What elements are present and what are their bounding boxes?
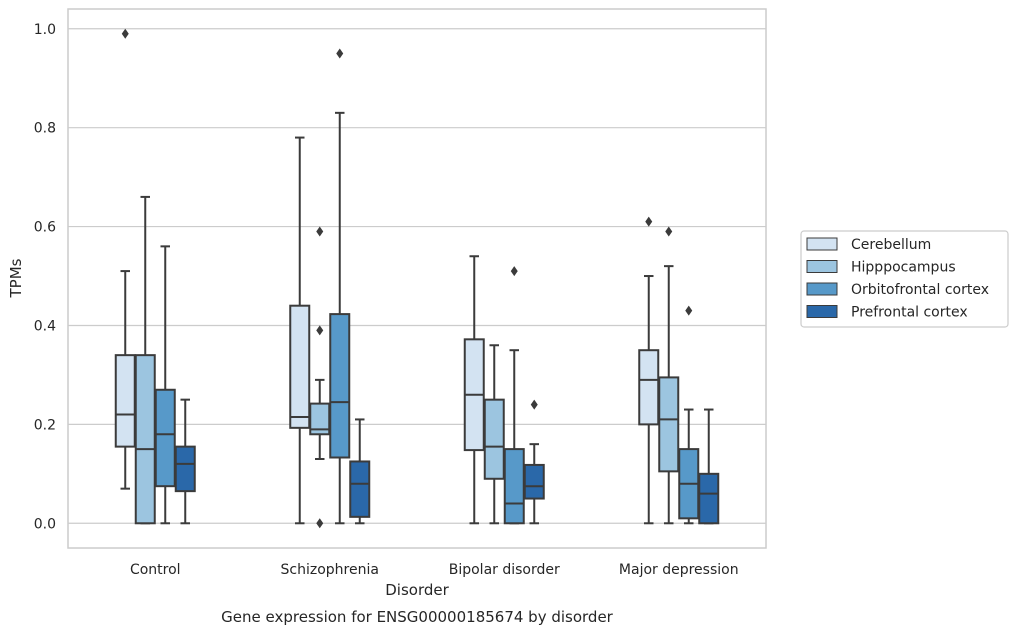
box-body — [174, 445, 196, 493]
outlier-point — [316, 226, 324, 237]
outlier-point — [316, 518, 324, 529]
box — [638, 216, 660, 525]
box — [523, 399, 545, 525]
series-3 — [154, 48, 700, 525]
x-axis-label: Disorder — [385, 581, 449, 599]
series-1 — [114, 28, 660, 525]
box — [114, 28, 136, 490]
legend-label: Orbitofrontal cortex — [851, 282, 989, 298]
outlier-point — [316, 325, 324, 336]
y-tick-label: 0.6 — [34, 220, 56, 236]
legend-item: Prefrontal cortex — [806, 305, 968, 321]
box-body — [523, 463, 545, 500]
box — [329, 48, 351, 525]
legend: Cerebellum Hipppocampus Orbitofrontal cort… — [800, 230, 1009, 328]
legend-label: Cerebellum — [851, 237, 931, 253]
outlier-point — [530, 399, 538, 410]
box — [503, 266, 525, 525]
legend-swatch — [806, 237, 838, 251]
box — [174, 398, 196, 525]
box-body — [658, 376, 680, 473]
figure-caption: Gene expression for ENSG00000185674 by d… — [221, 608, 614, 626]
box — [698, 408, 720, 525]
legend-label: Prefrontal cortex — [851, 305, 968, 321]
outlier-point — [665, 226, 673, 237]
box — [154, 245, 176, 525]
outlier-point — [685, 305, 693, 316]
x-tick-label: Major depression — [619, 562, 739, 578]
box-body — [289, 304, 311, 429]
legend-item: Orbitofrontal cortex — [806, 282, 989, 298]
box-body — [134, 354, 156, 525]
box — [678, 305, 700, 525]
legend-swatch — [806, 305, 838, 318]
plot-frame — [67, 8, 767, 549]
outlier-point — [336, 48, 344, 59]
legend-swatch — [806, 260, 838, 273]
outlier-point — [510, 266, 518, 277]
y-tick-label: 0.0 — [34, 516, 56, 532]
outlier-point — [121, 28, 129, 39]
y-axis-ticks: 0.0 0.2 0.4 0.6 0.8 1.0 — [34, 22, 56, 532]
box-body — [483, 398, 505, 480]
legend-item: Cerebellum — [806, 237, 931, 253]
box — [349, 418, 371, 525]
x-axis-ticks: Control Schizophrenia Bipolar disorder Majo… — [130, 562, 739, 578]
y-tick-label: 0.8 — [34, 121, 56, 137]
series-4 — [174, 398, 720, 525]
box-body — [503, 448, 525, 525]
legend-item: Hipppocampus — [806, 260, 956, 276]
legend-swatch — [806, 282, 838, 296]
legend-label: Hipppocampus — [851, 260, 956, 276]
box — [463, 255, 485, 525]
box — [134, 195, 156, 525]
x-tick-label: Control — [130, 562, 181, 578]
box — [483, 344, 505, 525]
y-tick-label: 0.2 — [34, 417, 56, 433]
box-body — [349, 460, 371, 518]
legend-frame — [800, 230, 1009, 328]
box-body — [154, 388, 176, 488]
outlier-point — [645, 216, 653, 227]
box-body — [114, 354, 136, 448]
box — [309, 226, 331, 529]
box — [289, 136, 311, 525]
box-plot-series — [114, 28, 720, 529]
box-body — [638, 349, 660, 426]
x-tick-label: Schizophrenia — [281, 562, 379, 578]
y-tick-label: 1.0 — [34, 22, 56, 38]
series-2 — [134, 195, 680, 529]
y-axis-label: TPMs — [7, 258, 25, 298]
box-body — [329, 313, 351, 459]
y-tick-label: 0.4 — [34, 318, 56, 334]
box — [658, 226, 680, 525]
box-body — [698, 472, 720, 525]
x-tick-label: Bipolar disorder — [449, 562, 560, 578]
